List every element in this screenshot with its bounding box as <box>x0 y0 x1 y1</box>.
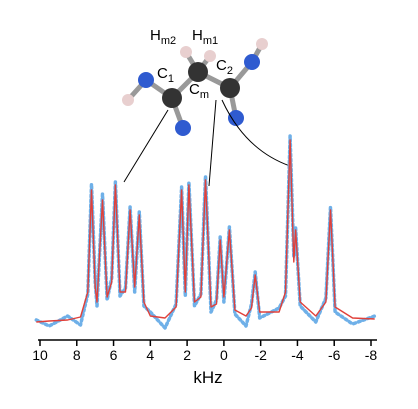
atom-n <box>228 110 244 126</box>
leader-line <box>123 109 169 183</box>
atom-subscript: m2 <box>161 35 176 47</box>
atom-label: C1 <box>157 65 174 85</box>
atom-symbol: H <box>150 27 161 44</box>
atom-symbol: H <box>192 27 203 44</box>
x-tick-label: -2 <box>254 347 267 363</box>
atom-c <box>220 78 240 98</box>
atom-h <box>180 46 192 58</box>
leader-line <box>221 99 291 167</box>
leader-line <box>208 99 217 187</box>
atom-subscript: 2 <box>227 65 233 77</box>
atom-symbol: C <box>189 81 200 98</box>
atom-h <box>256 38 268 50</box>
atom-label: Cm <box>189 81 209 101</box>
x-tick-label: 4 <box>146 347 154 363</box>
series-experiment <box>34 134 377 330</box>
x-tick-label: 6 <box>110 347 118 363</box>
x-tick-label: -6 <box>328 347 341 363</box>
atoms <box>122 38 268 136</box>
atom-c <box>162 88 182 108</box>
x-tick-label: 10 <box>32 347 48 363</box>
atom-subscript: 1 <box>168 73 174 85</box>
atom-n <box>138 72 154 88</box>
atom-h <box>122 94 134 106</box>
atom-label: Hm2 <box>150 27 176 47</box>
atom-n <box>175 120 191 136</box>
series-fit <box>36 139 375 323</box>
x-axis-label: kHz <box>193 368 222 387</box>
x-tick-label: 8 <box>73 347 81 363</box>
atom-subscript: m <box>200 89 209 101</box>
atom-label: C2 <box>216 57 233 77</box>
x-tick-label: 0 <box>220 347 228 363</box>
atom-symbol: C <box>157 65 168 82</box>
x-tick-label: -4 <box>291 347 304 363</box>
x-tick-label: -8 <box>365 347 378 363</box>
atom-h <box>204 50 216 62</box>
atom-subscript: m1 <box>203 35 218 47</box>
leader-lines <box>123 99 291 187</box>
atom-symbol: C <box>216 57 227 74</box>
atom-c <box>188 62 208 82</box>
atom-label: Hm1 <box>192 27 218 47</box>
atom-n <box>244 54 260 70</box>
x-tick-label: 2 <box>183 347 191 363</box>
